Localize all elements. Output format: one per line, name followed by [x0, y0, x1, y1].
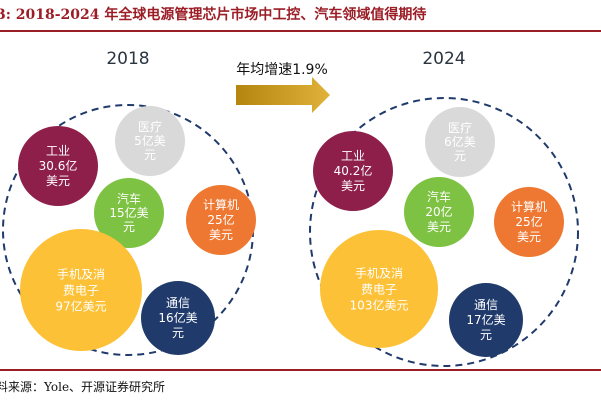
left-bubble-telecom-label-1: 16亿美 [158, 310, 197, 325]
right-bubble-telecom-label-2: 元 [480, 328, 492, 342]
right-bubble-industrial-label-2: 美元 [341, 179, 365, 193]
right-bubble-consumer-circle [320, 230, 438, 348]
left-bubble-industrial-label-0: 工业 [46, 144, 70, 158]
left-bubble-industrial-label-1: 30.6亿 [39, 158, 78, 173]
left-bubble-telecom-label-2: 元 [172, 326, 184, 340]
left-bubble-automotive-label-2: 元 [123, 220, 135, 234]
right-bubble-consumer-label-1: 费电子 [361, 283, 397, 297]
right-bubble-telecom-circle [449, 283, 523, 357]
left-bubble-medical-label-1: 5亿美 [134, 133, 166, 148]
right-bubble-medical-label-0: 医疗 [448, 121, 472, 135]
left-bubble-computing-label-0: 计算机 [203, 197, 239, 212]
left-bubble-consumer-label-0: 手机及消 [57, 268, 105, 282]
right-bubble-consumer-label-0: 手机及消 [355, 267, 403, 281]
right-bubble-automotive-label-0: 汽车 [427, 189, 451, 204]
left-bubble-telecom-circle [141, 281, 215, 355]
right-bubble-automotive-circle [404, 177, 474, 247]
right-bubble-automotive-label-2: 美元 [427, 220, 451, 234]
right-bubble-computing-label-0: 计算机 [511, 199, 547, 214]
right-year-label: 2024 [422, 49, 465, 69]
right-bubble-computing-label-2: 美元 [517, 230, 541, 244]
left-bubble-computing-circle [186, 185, 256, 255]
right-bubble-medical-label-1: 6亿美 [444, 134, 476, 149]
figure-title: 3: 2018-2024 年全球电源管理芯片市场中工控、汽车领域值得期待 [0, 7, 427, 23]
left-bubble-computing-label-2: 美元 [209, 228, 233, 242]
right-bubble-computing-label-1: 25亿 [515, 214, 542, 229]
right-bubble-automotive-label-1: 20亿 [425, 204, 452, 219]
right-bubble-consumer-label-2: 103亿美元 [350, 298, 409, 313]
right-bubble-industrial-label-0: 工业 [341, 149, 365, 163]
growth-arrow-icon [236, 77, 330, 113]
right-bubble-telecom-label-1: 17亿美 [466, 312, 505, 327]
left-year-label: 2018 [106, 49, 149, 69]
right-bubbles: 工业40.2亿美元医疗6亿美元汽车20亿美元计算机25亿美元手机及消费电子103… [313, 107, 564, 357]
left-bubble-automotive-label-0: 汽车 [117, 191, 141, 206]
left-bubble-medical-label-2: 元 [144, 148, 156, 162]
left-bubble-consumer-label-1: 费电子 [63, 284, 99, 298]
growth-label: 年均增速1.9% [236, 62, 328, 78]
left-bubbles: 工业30.6亿美元医疗5亿美元汽车15亿美元计算机25亿美元手机及消费电子97亿… [18, 106, 256, 355]
right-bubble-industrial-circle [313, 131, 393, 211]
right-bubble-computing-circle [494, 187, 564, 257]
left-bubble-industrial-circle [18, 126, 98, 206]
left-bubble-consumer-circle [20, 229, 142, 351]
left-bubble-computing-label-1: 25亿 [207, 212, 234, 227]
right-bubble-industrial-label-1: 40.2亿 [334, 163, 373, 178]
left-bubble-medical-circle [115, 106, 185, 176]
left-bubble-automotive-circle [94, 178, 164, 248]
right-bubble-medical-label-2: 元 [454, 149, 466, 163]
left-bubble-telecom-label-0: 通信 [166, 296, 190, 310]
right-bubble-telecom-label-0: 通信 [474, 298, 498, 312]
left-bubble-industrial-label-2: 美元 [46, 174, 70, 188]
left-bubble-consumer-label-2: 97亿美元 [55, 299, 106, 314]
title-divider [0, 30, 601, 32]
right-bubble-medical-circle [425, 107, 495, 177]
left-bubble-automotive-label-1: 15亿美 [109, 205, 148, 220]
right-outer-circle [309, 97, 579, 367]
source-note: 料来源：Yole、开源证券研究所 [0, 380, 166, 394]
source-divider [0, 369, 601, 371]
left-bubble-medical-label-0: 医疗 [138, 120, 162, 134]
